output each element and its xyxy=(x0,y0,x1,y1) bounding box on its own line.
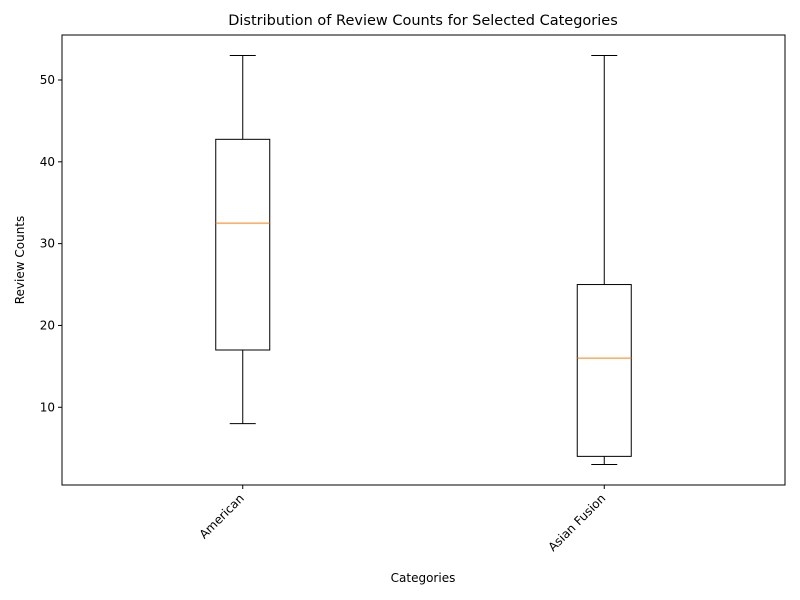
iqr-box xyxy=(576,284,632,457)
y-tick-label: 50 xyxy=(40,73,55,87)
y-tick-label: 30 xyxy=(40,237,55,251)
y-tick-label: 40 xyxy=(40,155,55,169)
box-american xyxy=(215,54,271,425)
plot-frame xyxy=(61,34,786,486)
y-axis-label: Review Counts xyxy=(13,216,27,305)
y-tick-label: 20 xyxy=(40,318,55,332)
chart-title: Distribution of Review Counts for Select… xyxy=(228,13,618,29)
box-asian-fusion xyxy=(576,54,632,466)
iqr-box xyxy=(215,138,271,351)
y-tick-label: 10 xyxy=(40,400,55,414)
x-axis-label: Categories xyxy=(391,571,456,585)
y-axis: 10 20 30 40 50 xyxy=(40,73,62,414)
box-series xyxy=(215,54,632,466)
